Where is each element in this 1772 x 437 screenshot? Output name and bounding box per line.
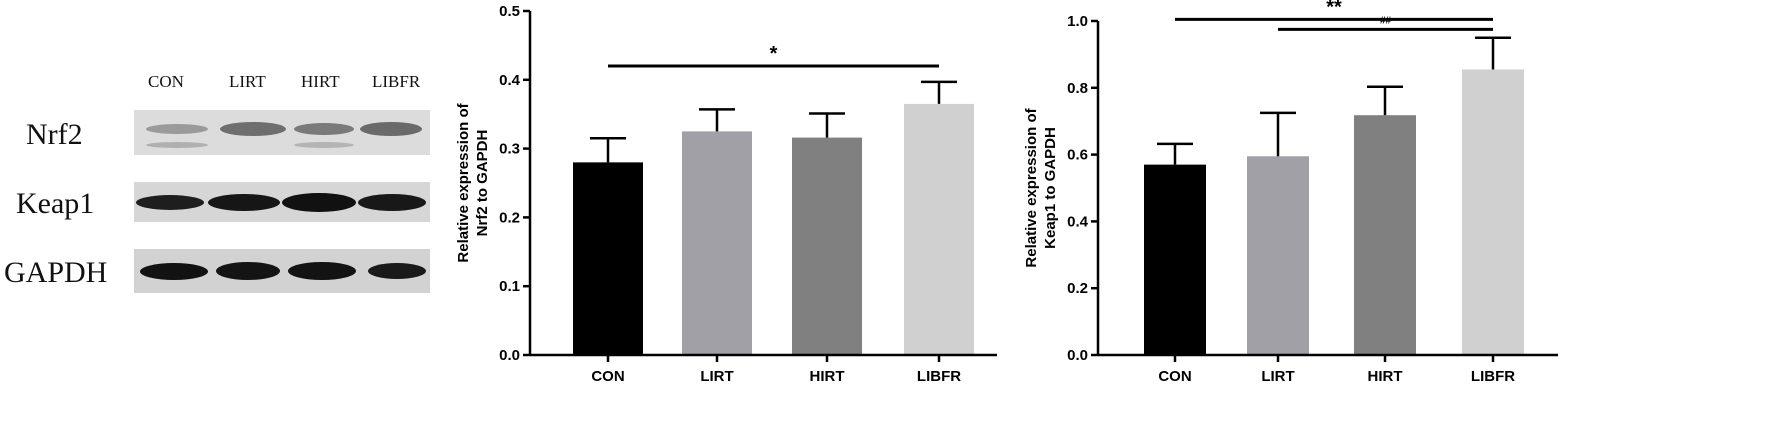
x-tick-label-con: CON [591, 368, 624, 385]
blot-strip-keap1 [134, 182, 430, 222]
lane-label-hirt: HIRT [301, 72, 340, 91]
x-tick-label-hirt: HIRT [810, 368, 845, 385]
row-label-nrf2: Nrf2 [26, 118, 83, 151]
y-tick-label: 0.5 [499, 3, 520, 20]
blot-strip-gapdh [134, 249, 430, 293]
band [136, 195, 204, 210]
y-axis-label-line: Nrf2 to GAPDH [474, 130, 491, 237]
x-tick-label-libfr: LIBFR [917, 368, 961, 385]
bar-lirt [682, 131, 752, 355]
y-tick-label: 0.2 [1067, 280, 1088, 297]
y-axis-label: Relative expression of Keap1 to GAPDH [1023, 107, 1059, 267]
y-tick-label: 0.2 [499, 209, 520, 226]
blot-strip-nrf2 [134, 110, 430, 155]
x-tick-label-libfr: LIBFR [1471, 368, 1515, 385]
y-tick-label: 0.0 [499, 347, 520, 364]
y-tick-label: 0.0 [1067, 347, 1088, 364]
row-label-gapdh: GAPDH [4, 256, 108, 289]
significance-label: * [770, 43, 778, 65]
bar-lirt [1247, 156, 1309, 355]
band [216, 262, 280, 280]
band [146, 142, 208, 148]
x-tick-label-con: CON [1158, 368, 1191, 385]
band [282, 193, 356, 212]
lane-label-con: CON [148, 72, 184, 91]
x-tick-label-lirt: LIRT [1261, 368, 1294, 385]
band [358, 194, 426, 211]
bar-libfr [1462, 69, 1524, 356]
bar-libfr [904, 103, 974, 355]
y-tick-label: 1.0 [1067, 13, 1088, 30]
band [208, 194, 280, 211]
y-tick-label: 0.4 [499, 72, 521, 89]
lane-label-lirt: LIRT [229, 72, 266, 91]
keap1-bar-chart: 0.0 0.2 0.4 0.6 0.8 1.0 CON LIRT HIRT LIBFR Relati… [1023, 0, 1558, 385]
y-axis-label-line: Keap1 to GAPDH [1042, 127, 1059, 249]
lane-label-libfr: LIBFR [372, 72, 421, 91]
y-tick-label: 0.8 [1067, 80, 1088, 97]
band [360, 122, 422, 136]
band [288, 262, 356, 280]
y-axis-label-line: Relative expression of [455, 102, 472, 262]
x-tick-label-hirt: HIRT [1368, 368, 1403, 385]
y-tick-label: 0.1 [499, 278, 520, 295]
bar-hirt [1354, 115, 1416, 355]
y-tick-label: 0.3 [499, 141, 520, 158]
x-tick-label-lirt: LIRT [700, 368, 733, 385]
bar-con [573, 162, 643, 355]
western-blot-panel: CON LIRT HIRT LIBFR Nrf2 Keap1 GAPDH [0, 0, 460, 437]
band [368, 263, 426, 279]
band [140, 263, 208, 280]
y-axis-label-line: Relative expression of [1023, 107, 1040, 267]
band [294, 123, 354, 135]
row-label-keap1: Keap1 [16, 187, 95, 220]
y-tick-label: 0.6 [1067, 147, 1088, 164]
band [220, 122, 286, 136]
significance-label: ## [1380, 15, 1392, 26]
y-tick-label: 0.4 [1067, 213, 1089, 230]
significance-label: ** [1326, 0, 1342, 18]
bar-hirt [792, 137, 862, 355]
band [294, 142, 354, 148]
y-axis-label: Relative expression of Nrf2 to GAPDH [455, 102, 491, 262]
band [146, 124, 208, 134]
bar-con [1144, 164, 1206, 355]
nrf2-bar-chart: 0.0 0.1 0.2 0.3 0.4 0.5 CON LIRT HIRT LIBFR Relati… [455, 3, 997, 385]
